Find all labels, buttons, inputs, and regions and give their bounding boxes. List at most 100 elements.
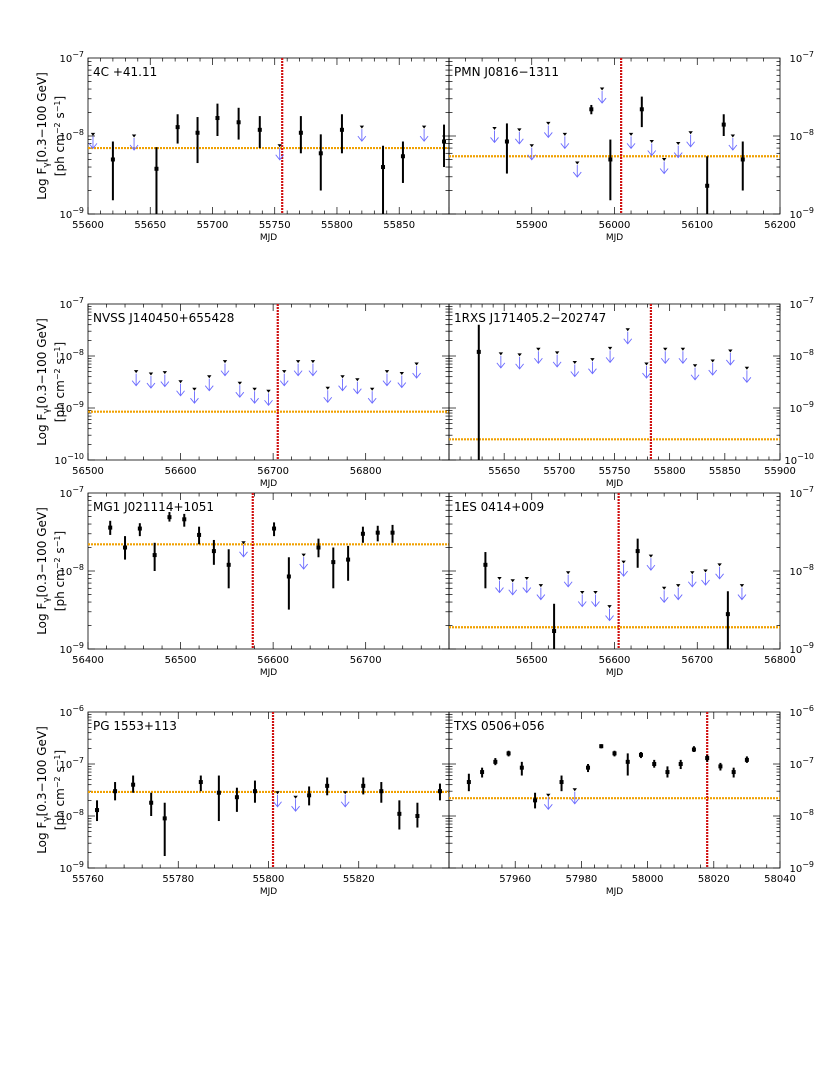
upper-limit-marker	[207, 375, 212, 379]
data-point	[589, 107, 594, 112]
upper-limit-marker	[162, 371, 168, 375]
data-point	[152, 553, 157, 558]
data-point	[705, 756, 710, 761]
data-point	[599, 744, 604, 749]
upper-limit-marker	[133, 370, 139, 374]
upper-limit-arrowhead	[338, 385, 347, 392]
data-point	[625, 759, 630, 764]
upper-limit-marker	[282, 370, 287, 374]
panel-frame	[87, 303, 450, 461]
x-axis-label: MJD	[606, 233, 623, 243]
y-tick-label: 10−9	[59, 400, 84, 415]
upper-limit-arrowhead	[490, 137, 499, 144]
data-point	[533, 798, 538, 803]
upper-limit-marker	[355, 378, 360, 382]
x-tick-label: 55900	[764, 466, 796, 477]
upper-limit-arrowhead	[708, 369, 718, 376]
upper-limit-arrowhead	[190, 397, 199, 404]
upper-limit-arrowhead	[560, 143, 570, 150]
upper-limit-arrowhead	[146, 382, 156, 389]
upper-limit-arrowhead	[605, 357, 615, 364]
data-point	[198, 780, 203, 785]
upper-limit-arrowhead	[570, 798, 580, 805]
upper-limit-arrowhead	[239, 551, 248, 558]
x-tick-label: 56400	[72, 655, 104, 666]
upper-limit-arrowhead	[626, 143, 636, 150]
data-point	[665, 770, 670, 775]
upper-limit-arrowhead	[357, 135, 367, 142]
data-point	[608, 157, 613, 162]
upper-limit-marker	[676, 584, 681, 588]
panel-frame	[448, 711, 781, 869]
upper-limit-marker	[692, 364, 698, 368]
upper-limit-arrowhead	[534, 357, 543, 364]
upper-limit-marker	[580, 591, 585, 595]
x-tick-label: 55780	[162, 874, 194, 885]
upper-limit-marker	[222, 360, 228, 364]
source-label: NVSS J140450+655428	[93, 311, 234, 325]
upper-limit-marker	[399, 372, 404, 376]
data-point	[612, 751, 617, 756]
y-axis-title-line1: Log Fγ[0.3−100 GeV]	[35, 507, 52, 635]
data-point	[149, 800, 154, 805]
y-tick-label: 10−8	[59, 348, 84, 363]
y-tick-label: 10−10	[784, 452, 814, 467]
data-point	[195, 130, 200, 135]
upper-limit-arrowhead	[646, 564, 656, 571]
panel-1: 10−9 10−8 10−7 55900 56000 56100 56200 MJD PMN J…	[448, 50, 814, 243]
source-label: PMN J0816−1311	[454, 65, 559, 79]
y-tick-label: 10−9	[789, 860, 814, 875]
upper-limit-marker	[546, 793, 551, 797]
upper-limit-arrowhead	[353, 388, 362, 395]
y-tick-label: 10−8	[789, 808, 814, 823]
data-point	[197, 532, 202, 537]
data-point	[272, 526, 277, 531]
x-axis-label: MJD	[260, 668, 277, 678]
y-tick-label: 10−8	[789, 563, 814, 578]
data-point	[504, 139, 509, 144]
data-point	[466, 780, 471, 785]
upper-limit-marker	[266, 389, 271, 393]
x-tick-label: 56500	[165, 655, 197, 666]
upper-limit-arrowhead	[647, 150, 657, 157]
y-tick-label: 10−9	[789, 400, 814, 415]
upper-limit-arrowhead	[496, 362, 506, 369]
data-point	[397, 811, 402, 816]
upper-limit-arrowhead	[527, 154, 537, 161]
y-tick-label: 10−8	[789, 348, 814, 363]
y-tick-label: 10−9	[59, 860, 84, 875]
data-point	[216, 790, 221, 795]
upper-limit-arrowhead	[543, 132, 553, 139]
upper-limit-marker	[178, 380, 183, 384]
upper-limit-arrowhead	[131, 380, 141, 387]
upper-limit-arrowhead	[299, 563, 309, 570]
upper-limit-arrowhead	[659, 597, 669, 604]
data-point	[325, 783, 330, 788]
x-tick-label: 55700	[197, 220, 229, 231]
data-point	[519, 765, 524, 770]
x-tick-label: 58040	[764, 874, 796, 885]
upper-limit-arrowhead	[563, 581, 573, 588]
data-point	[182, 517, 187, 522]
upper-limit-marker	[325, 386, 330, 390]
upper-limit-arrowhead	[323, 396, 333, 403]
data-point	[95, 808, 100, 813]
upper-limit-arrowhead	[495, 587, 504, 594]
upper-limit-arrowhead	[204, 385, 214, 392]
upper-limit-arrowhead	[642, 372, 651, 379]
upper-limit-arrowhead	[88, 143, 98, 150]
data-point	[131, 782, 136, 787]
x-tick-label: 56700	[681, 655, 713, 666]
source-label: PG 1553+113	[93, 719, 177, 733]
x-tick-label: 57960	[499, 874, 531, 885]
data-point	[552, 629, 557, 634]
data-point	[691, 747, 696, 752]
upper-limit-arrowhead	[588, 368, 597, 375]
source-label: 1ES 0414+009	[454, 500, 544, 514]
upper-limit-arrowhead	[728, 144, 738, 151]
upper-limit-arrowhead	[461, 128, 469, 133]
upper-limit-arrowhead	[250, 397, 259, 404]
x-tick-label: 57980	[565, 874, 597, 885]
upper-limit-marker	[730, 134, 736, 138]
